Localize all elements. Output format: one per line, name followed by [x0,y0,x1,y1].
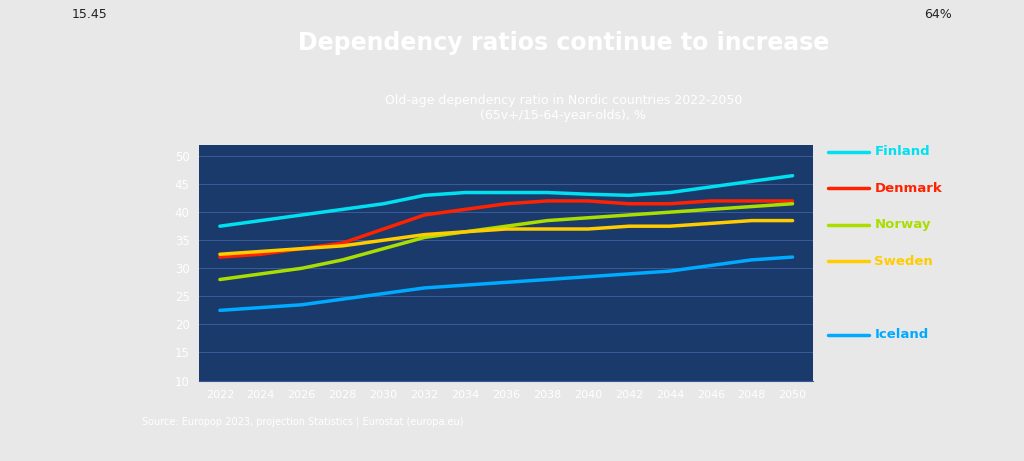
Iceland [214,307,226,313]
Norway [623,212,635,218]
Iceland [582,274,594,279]
Finland [541,190,553,195]
Line: Norway: Norway [220,204,793,279]
Iceland [664,268,676,274]
Text: Iceland: Iceland [874,328,929,341]
Norway [786,201,799,207]
Norway [745,204,758,209]
Sweden [623,224,635,229]
Text: Dependency ratios continue to increase: Dependency ratios continue to increase [298,31,828,55]
Text: Source: Europop 2023, projection Statistics | Eurostat (europa.eu): Source: Europop 2023, projection Statist… [142,416,464,427]
Iceland [378,291,390,296]
Denmark [705,198,717,204]
Denmark [664,201,676,207]
Finland [500,190,512,195]
Denmark [745,198,758,204]
Norway [296,266,308,271]
Finland [705,184,717,189]
Norway [541,218,553,224]
Norway [459,229,471,235]
Iceland [337,296,349,302]
Iceland [500,279,512,285]
Sweden [337,243,349,248]
Denmark [786,198,799,204]
Norway [664,209,676,215]
Denmark [214,254,226,260]
Sweden [378,237,390,243]
Finland [664,190,676,195]
Norway [214,277,226,282]
Text: Sweden: Sweden [874,255,933,268]
Norway [378,246,390,251]
Text: 15.45: 15.45 [72,8,108,22]
Denmark [337,240,349,246]
Norway [255,271,267,277]
Finland [418,193,430,198]
Finland [459,190,471,195]
Finland [786,173,799,178]
Denmark [541,198,553,204]
Norway [418,235,430,240]
Denmark [500,201,512,207]
Denmark [296,246,308,251]
Sweden [582,226,594,232]
Text: Norway: Norway [874,219,931,231]
Finland [214,224,226,229]
Line: Iceland: Iceland [220,257,793,310]
Sweden [541,226,553,232]
Finland [582,191,594,197]
Sweden [459,229,471,235]
Sweden [214,252,226,257]
Text: Finland: Finland [874,145,930,159]
Finland [745,178,758,184]
Text: Old-age dependency ratio in Nordic countries 2022-2050
(65v+/15-64-year-olds), %: Old-age dependency ratio in Nordic count… [385,95,741,122]
Finland [378,201,390,207]
Norway [582,215,594,220]
Iceland [418,285,430,291]
Denmark [582,198,594,204]
Iceland [541,277,553,282]
Iceland [745,257,758,263]
Sweden [418,232,430,237]
Iceland [786,254,799,260]
Line: Sweden: Sweden [220,221,793,254]
Sweden [664,224,676,229]
Denmark [378,226,390,232]
Finland [337,207,349,212]
Denmark [255,252,267,257]
Text: 64%: 64% [925,8,952,22]
Sweden [705,221,717,226]
Iceland [459,282,471,288]
Denmark [623,201,635,207]
Norway [337,257,349,263]
Finland [296,212,308,218]
Iceland [705,263,717,268]
Denmark [418,212,430,218]
Norway [705,207,717,212]
Denmark [459,207,471,212]
Line: Finland: Finland [220,176,793,226]
Line: Denmark: Denmark [220,201,793,257]
Norway [500,224,512,229]
Finland [623,193,635,198]
Sweden [745,218,758,224]
Sweden [296,246,308,251]
Sweden [786,218,799,224]
Iceland [296,302,308,307]
Text: Denmark: Denmark [874,182,942,195]
Sweden [500,226,512,232]
Iceland [623,271,635,277]
Iceland [255,305,267,310]
Finland [255,218,267,224]
Sweden [255,248,267,254]
